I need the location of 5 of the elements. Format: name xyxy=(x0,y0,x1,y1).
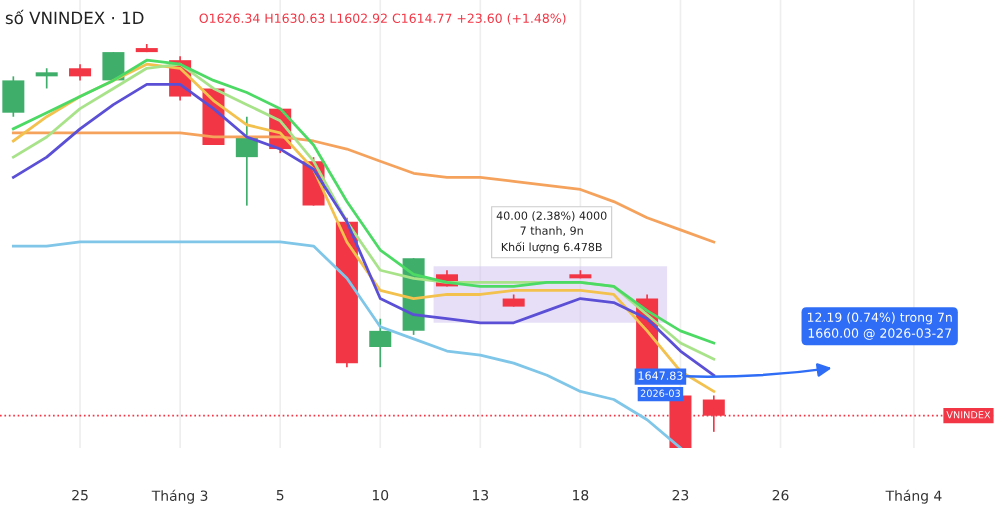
candlestick xyxy=(2,75,25,118)
candlestick xyxy=(369,317,392,369)
candlestick xyxy=(35,67,58,90)
chart-title: số VNINDEX · 1D xyxy=(5,9,144,25)
candlestick xyxy=(102,51,125,82)
